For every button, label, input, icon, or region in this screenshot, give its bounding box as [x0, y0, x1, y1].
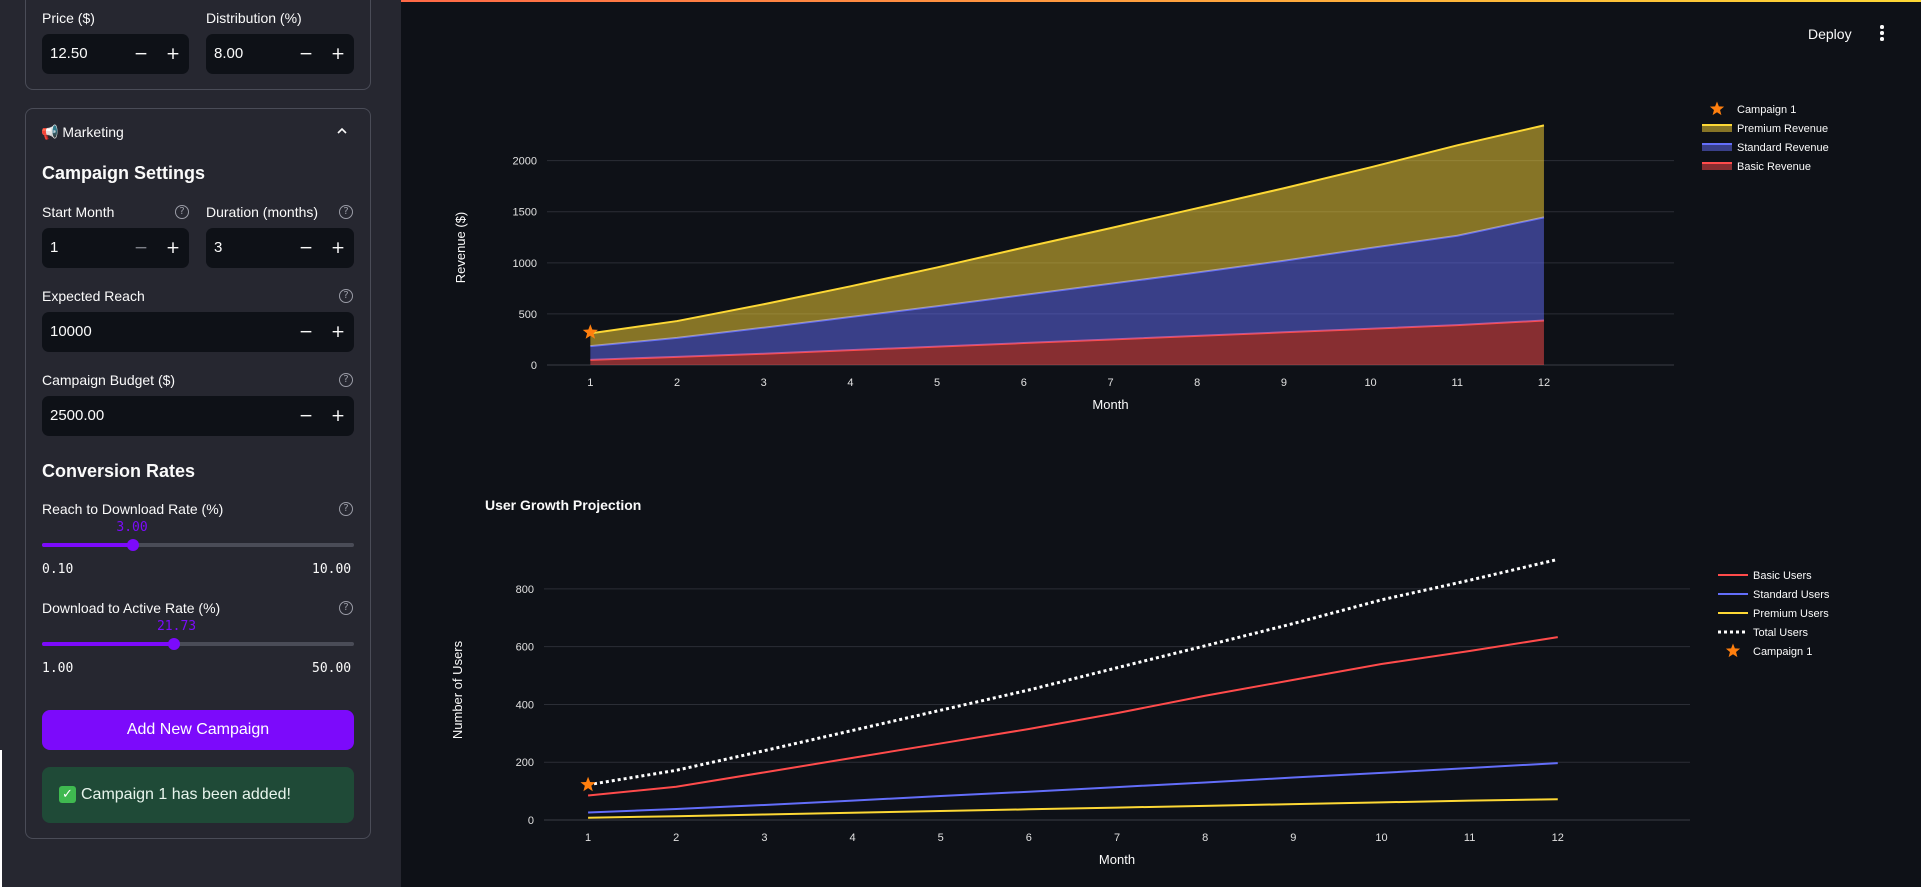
start-month-decrement-button[interactable]: − — [133, 238, 149, 258]
marketing-expander-label: 📢 Marketing — [41, 124, 124, 140]
duration-label: Duration (months) — [206, 204, 319, 220]
budget-label: Campaign Budget ($) — [42, 372, 176, 388]
x-tick-label: 12 — [1538, 377, 1550, 389]
sidebar: Price ($) Distribution (%) 12.50 − + 8.0… — [0, 0, 401, 887]
campaign-marker-star — [582, 324, 598, 339]
distribution-label: Distribution (%) — [206, 10, 302, 26]
duration-value: 3 — [214, 239, 223, 256]
distribution-value: 8.00 — [214, 45, 244, 62]
budget-value: 2500.00 — [50, 407, 105, 424]
duration-help-icon[interactable]: ? — [339, 205, 353, 219]
reach-to-download-slider-fill — [42, 543, 134, 547]
reach-to-download-min: 0.10 — [42, 562, 74, 577]
legend-area-swatch — [1702, 124, 1732, 132]
price-input[interactable]: 12.50 − + — [42, 34, 189, 74]
reach-value: 10000 — [50, 323, 92, 340]
y-axis-label: Revenue ($) — [453, 212, 468, 284]
success-message: Campaign 1 has been added! — [81, 786, 291, 803]
reach-label: Expected Reach — [42, 288, 145, 304]
product-settings-panel — [25, 0, 371, 90]
download-to-active-help-icon[interactable]: ? — [339, 601, 353, 615]
x-tick-label: 8 — [1194, 377, 1200, 389]
kebab-menu-icon[interactable] — [1877, 25, 1887, 45]
deploy-button[interactable]: Deploy — [1808, 26, 1852, 42]
duration-input[interactable]: 3 − + — [206, 228, 354, 268]
marketing-expander — [25, 108, 371, 839]
x-tick-label: 2 — [674, 377, 680, 389]
distribution-input[interactable]: 8.00 − + — [206, 34, 354, 74]
budget-increment-button[interactable]: + — [330, 406, 346, 426]
distribution-increment-button[interactable]: + — [330, 44, 346, 64]
chevron-up-icon[interactable] — [336, 125, 348, 137]
x-axis-label: Month — [1092, 397, 1128, 412]
price-label: Price ($) — [42, 10, 95, 26]
reach-to-download-max: 10.00 — [312, 562, 352, 577]
user-growth-chart-title: User Growth Projection — [485, 497, 642, 513]
legend-area-swatch — [1702, 143, 1732, 151]
distribution-decrement-button[interactable]: − — [298, 44, 314, 64]
start-month-help-icon[interactable]: ? — [175, 205, 189, 219]
y-tick-label: 0 — [531, 360, 537, 372]
legend-label: Campaign 1 — [1737, 104, 1796, 116]
y-tick-label: 1000 — [513, 258, 537, 270]
start-month-value: 1 — [50, 239, 59, 256]
budget-decrement-button[interactable]: − — [298, 406, 314, 426]
download-to-active-label: Download to Active Rate (%) — [42, 600, 221, 616]
reach-to-download-help-icon[interactable]: ? — [339, 502, 353, 516]
campaign-settings-heading: Campaign Settings — [42, 163, 206, 183]
line-premium-revenue — [590, 124, 1545, 335]
reach-input[interactable]: 10000 − + — [42, 312, 354, 352]
download-to-active-slider-value: 21.73 — [156, 619, 197, 634]
reach-increment-button[interactable]: + — [330, 322, 346, 342]
x-tick-label: 3 — [761, 377, 767, 389]
reach-to-download-slider-thumb[interactable] — [127, 539, 140, 551]
budget-input[interactable]: 2500.00 − + — [42, 396, 354, 436]
price-increment-button[interactable]: + — [165, 44, 181, 64]
x-tick-label: 5 — [934, 377, 940, 389]
price-value: 12.50 — [50, 45, 88, 62]
y-tick-label: 2000 — [513, 156, 537, 168]
marketing-expander-header[interactable]: 📢 Marketing — [26, 109, 370, 153]
reach-help-icon[interactable]: ? — [339, 289, 353, 303]
budget-help-icon[interactable]: ? — [339, 373, 353, 387]
y-tick-label: 1500 — [513, 207, 537, 219]
start-month-increment-button[interactable]: + — [165, 238, 181, 258]
legend-label: Basic Revenue — [1737, 161, 1811, 173]
legend-star-swatch — [1709, 101, 1725, 116]
area-standard-revenue — [590, 217, 1544, 360]
x-tick-label: 6 — [1021, 377, 1027, 389]
y-tick-label: 500 — [519, 309, 537, 321]
x-tick-label: 1 — [587, 377, 593, 389]
x-tick-label: 10 — [1364, 377, 1376, 389]
legend-label: Standard Revenue — [1737, 142, 1829, 154]
top-decoration-bar — [0, 0, 1921, 2]
x-tick-label: 7 — [1107, 377, 1113, 389]
download-to-active-slider-fill — [42, 642, 174, 646]
x-tick-label: 11 — [1452, 377, 1463, 389]
download-to-active-slider-thumb[interactable] — [167, 638, 180, 650]
start-month-label: Start Month — [42, 204, 115, 220]
reach-to-download-slider-value: 3.00 — [116, 520, 148, 535]
download-to-active-slider[interactable]: 21.73 — [42, 619, 354, 650]
check-icon: ✓ — [59, 786, 76, 803]
duration-increment-button[interactable]: + — [330, 238, 346, 258]
line-standard-revenue — [590, 216, 1545, 348]
download-to-active-min: 1.00 — [42, 661, 74, 676]
price-decrement-button[interactable]: − — [133, 44, 149, 64]
reach-to-download-label: Reach to Download Rate (%) — [42, 501, 224, 517]
duration-decrement-button[interactable]: − — [298, 238, 314, 258]
success-alert: ✓ Campaign 1 has been added! — [42, 767, 354, 823]
reach-decrement-button[interactable]: − — [298, 322, 314, 342]
x-tick-label: 9 — [1281, 377, 1287, 389]
conversion-rates-heading: Conversion Rates — [42, 461, 196, 481]
start-month-input[interactable]: 1 − + — [42, 228, 189, 268]
reach-to-download-slider[interactable]: 3.00 — [42, 520, 354, 551]
sidebar-edge — [0, 750, 2, 887]
download-to-active-max: 50.00 — [312, 661, 352, 676]
add-new-campaign-button[interactable]: Add New Campaign — [42, 710, 354, 750]
x-tick-label: 4 — [847, 377, 853, 389]
legend-area-swatch — [1702, 162, 1732, 170]
legend-label: Premium Revenue — [1737, 123, 1828, 135]
